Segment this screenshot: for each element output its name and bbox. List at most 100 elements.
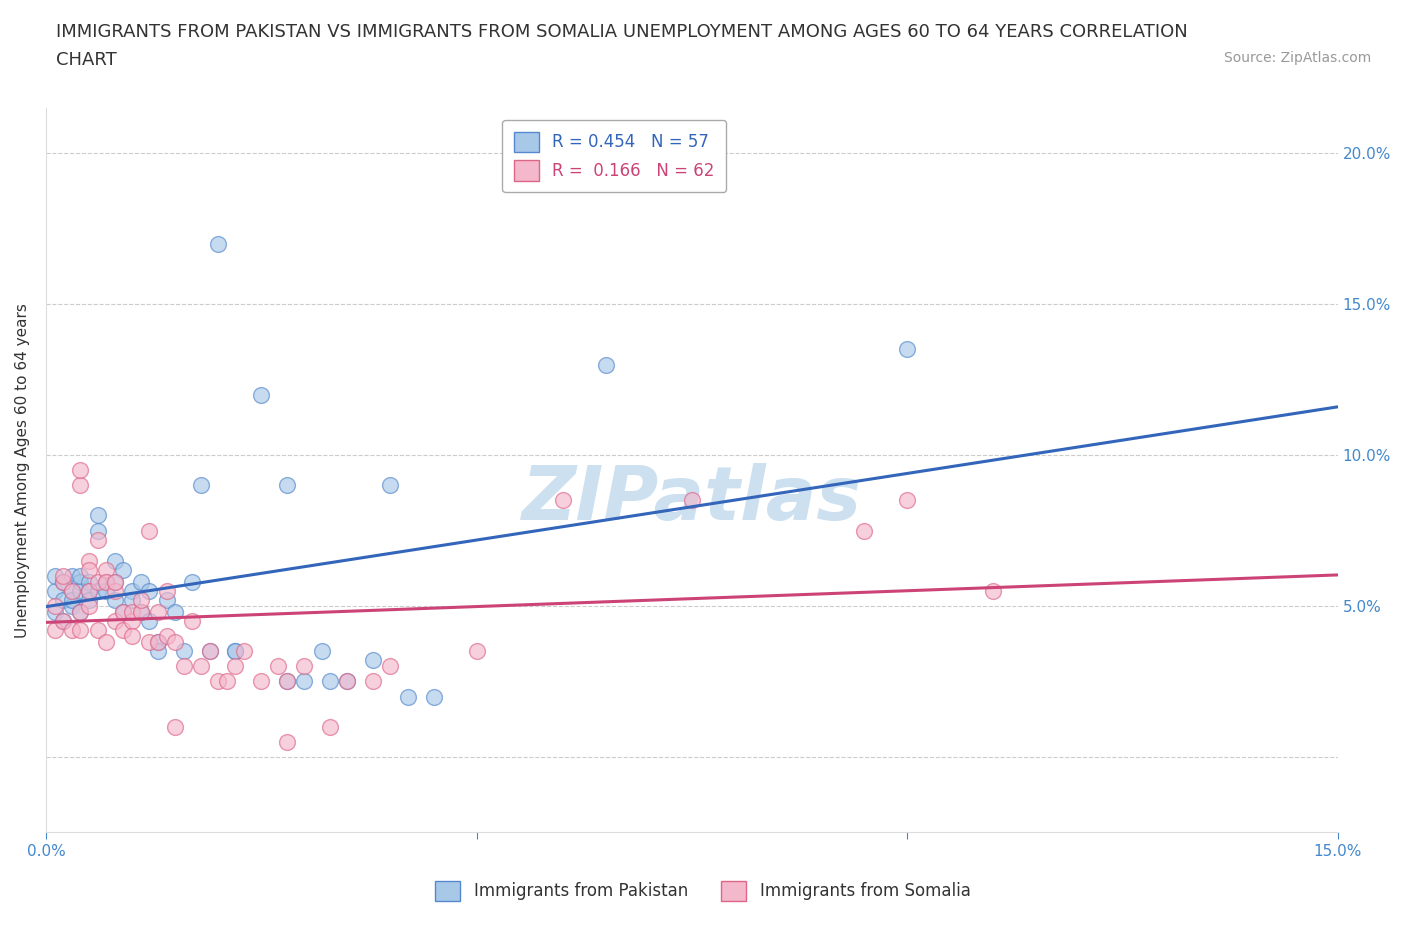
- Point: [77, 553, 100, 568]
- Point: [60, 568, 83, 583]
- Point: [86, 623, 108, 638]
- Point: [86, 523, 108, 538]
- Point: [224, 644, 246, 658]
- Point: [69, 604, 91, 619]
- Point: [361, 674, 384, 689]
- Point: [112, 563, 135, 578]
- Point: [96, 575, 118, 590]
- Point: [69, 604, 91, 619]
- Legend: R = 0.454   N = 57, R =  0.166   N = 62: R = 0.454 N = 57, R = 0.166 N = 62: [502, 120, 727, 193]
- Point: [52, 575, 75, 590]
- Point: [173, 644, 195, 658]
- Point: [336, 674, 359, 689]
- Point: [224, 644, 246, 658]
- Y-axis label: Unemployment Among Ages 60 to 64 years: Unemployment Among Ages 60 to 64 years: [15, 303, 30, 638]
- Point: [96, 583, 118, 598]
- Point: [853, 523, 876, 538]
- Legend: Immigrants from Pakistan, Immigrants from Somalia: Immigrants from Pakistan, Immigrants fro…: [429, 874, 977, 908]
- Point: [681, 493, 703, 508]
- Point: [138, 614, 160, 629]
- Point: [165, 604, 187, 619]
- Point: [104, 553, 127, 568]
- Point: [198, 644, 221, 658]
- Point: [181, 575, 204, 590]
- Point: [86, 583, 108, 598]
- Point: [396, 689, 419, 704]
- Point: [104, 575, 127, 590]
- Point: [60, 592, 83, 607]
- Point: [361, 653, 384, 668]
- Point: [551, 493, 574, 508]
- Point: [112, 623, 135, 638]
- Point: [595, 357, 617, 372]
- Point: [250, 387, 273, 402]
- Point: [69, 568, 91, 583]
- Point: [146, 635, 169, 650]
- Point: [112, 604, 135, 619]
- Point: [129, 604, 152, 619]
- Point: [60, 623, 83, 638]
- Text: IMMIGRANTS FROM PAKISTAN VS IMMIGRANTS FROM SOMALIA UNEMPLOYMENT AMONG AGES 60 T: IMMIGRANTS FROM PAKISTAN VS IMMIGRANTS F…: [56, 23, 1188, 41]
- Point: [146, 635, 169, 650]
- Point: [96, 563, 118, 578]
- Point: [104, 583, 127, 598]
- Point: [77, 583, 100, 598]
- Point: [121, 629, 143, 644]
- Point: [181, 614, 204, 629]
- Point: [52, 614, 75, 629]
- Point: [86, 575, 108, 590]
- Text: ZIPatlas: ZIPatlas: [522, 462, 862, 536]
- Point: [52, 614, 75, 629]
- Point: [267, 659, 290, 674]
- Point: [69, 583, 91, 598]
- Point: [69, 575, 91, 590]
- Point: [207, 674, 229, 689]
- Point: [276, 735, 298, 750]
- Point: [60, 583, 83, 598]
- Point: [155, 629, 177, 644]
- Point: [380, 478, 402, 493]
- Point: [155, 583, 177, 598]
- Point: [319, 719, 342, 734]
- Point: [380, 659, 402, 674]
- Point: [77, 575, 100, 590]
- Point: [138, 635, 160, 650]
- Point: [77, 583, 100, 598]
- Point: [121, 583, 143, 598]
- Point: [896, 342, 918, 357]
- Point: [319, 674, 342, 689]
- Point: [292, 674, 315, 689]
- Point: [207, 236, 229, 251]
- Point: [121, 592, 143, 607]
- Point: [44, 604, 66, 619]
- Point: [422, 689, 444, 704]
- Point: [146, 644, 169, 658]
- Point: [311, 644, 333, 658]
- Point: [69, 478, 91, 493]
- Point: [44, 583, 66, 598]
- Point: [465, 644, 488, 658]
- Point: [104, 592, 127, 607]
- Point: [121, 614, 143, 629]
- Point: [60, 599, 83, 614]
- Point: [190, 659, 212, 674]
- Point: [129, 592, 152, 607]
- Point: [69, 463, 91, 478]
- Point: [190, 478, 212, 493]
- Point: [276, 674, 298, 689]
- Point: [173, 659, 195, 674]
- Point: [155, 592, 177, 607]
- Point: [44, 599, 66, 614]
- Point: [77, 599, 100, 614]
- Point: [165, 719, 187, 734]
- Point: [336, 674, 359, 689]
- Point: [276, 478, 298, 493]
- Point: [96, 575, 118, 590]
- Point: [104, 614, 127, 629]
- Point: [138, 523, 160, 538]
- Point: [250, 674, 273, 689]
- Point: [112, 604, 135, 619]
- Point: [44, 568, 66, 583]
- Point: [233, 644, 256, 658]
- Point: [215, 674, 238, 689]
